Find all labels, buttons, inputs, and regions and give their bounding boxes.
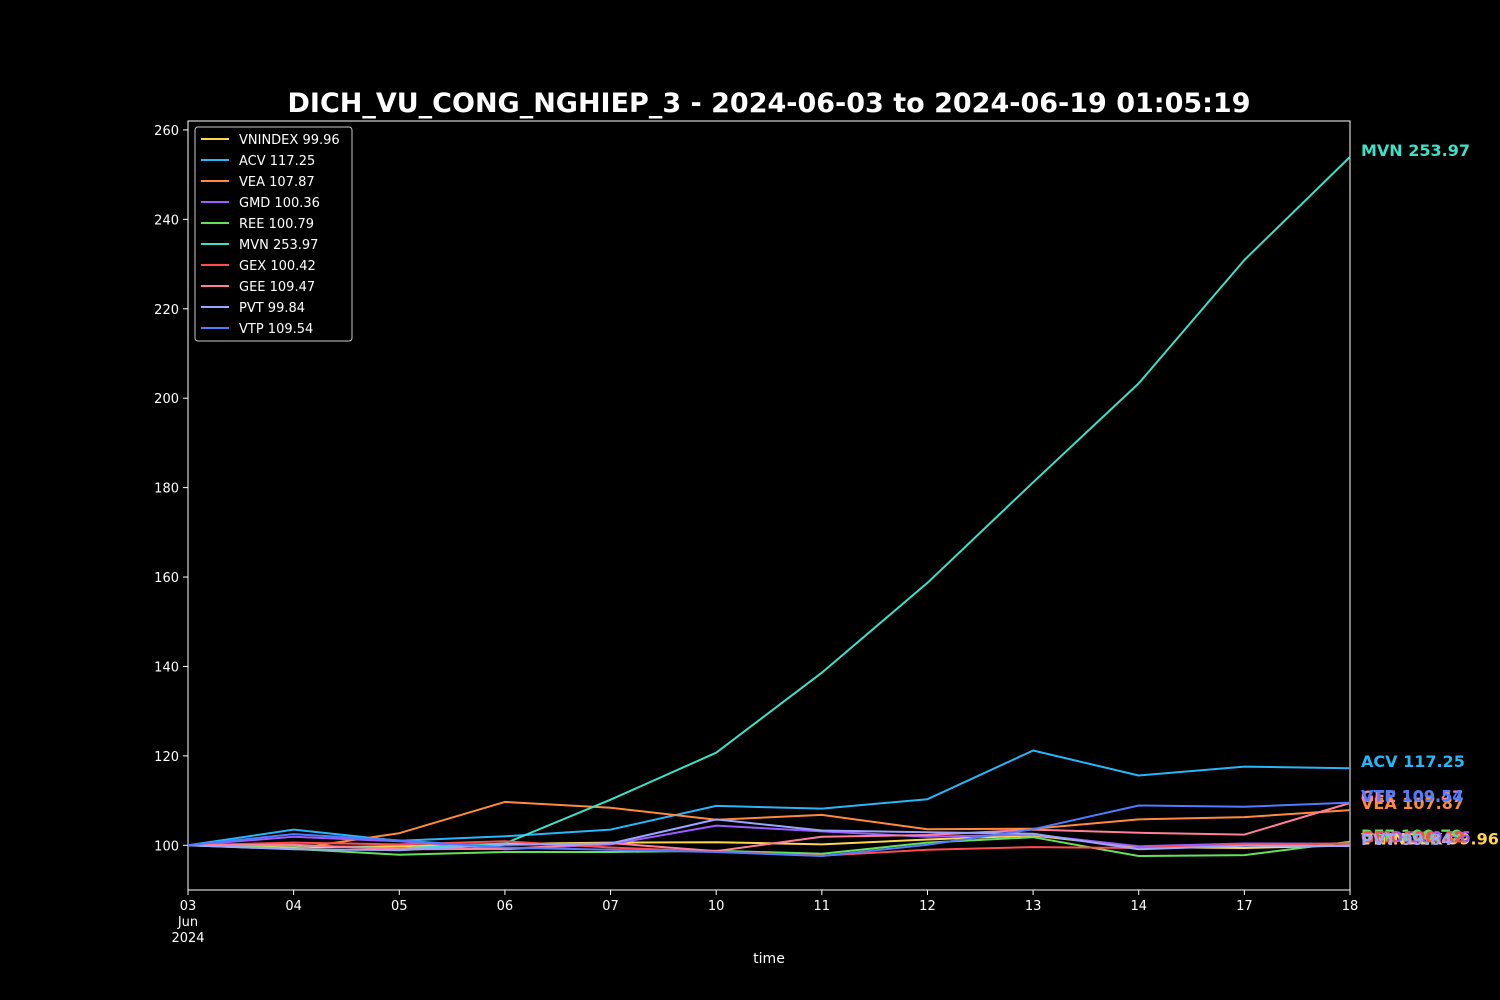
x-tick-label: 06 [497, 899, 514, 914]
end-label-mvn: MVN 253.97 [1361, 141, 1470, 160]
end-label-vnindex: VNINDEX 99.96 [1361, 829, 1499, 848]
series-line-pvt [187, 818, 1351, 852]
legend-label-vnindex: VNINDEX 99.96 [239, 133, 340, 148]
legend-label-gmd: GMD 100.36 [239, 196, 320, 211]
end-labels: VNINDEX 99.96 ACV 117.25 VEA 107.87 GMD 100… [1361, 141, 1499, 849]
x-tick-label: 2024 [171, 931, 204, 946]
y-tick-label: 240 [154, 213, 179, 228]
legend-label-pvt: PVT 99.84 [239, 301, 305, 316]
x-tick-label: 14 [1130, 899, 1147, 914]
x-axis-label: time [753, 951, 785, 967]
x-tick-label: 18 [1342, 899, 1359, 914]
end-label-gee: GEE 109.47 [1361, 787, 1463, 806]
legend-label-acv: ACV 117.25 [239, 154, 315, 169]
x-tick-label: 17 [1236, 899, 1253, 914]
y-tick-label: 120 [154, 750, 179, 765]
end-label-acv: ACV 117.25 [1361, 752, 1465, 771]
y-tick-label: 100 [154, 839, 179, 854]
x-tick-label: 10 [708, 899, 725, 914]
x-tick-label: 05 [391, 899, 408, 914]
series-line-vtp [187, 801, 1351, 857]
legend-label-ree: REE 100.79 [239, 217, 314, 232]
series-line-gmd [187, 824, 1351, 851]
y-tick-label: 140 [154, 660, 179, 675]
legend-label-mvn: MVN 253.97 [239, 238, 318, 253]
x-tick-label: 03 [180, 899, 197, 914]
y-tick-label: 200 [154, 392, 179, 407]
end-label-vtp: VTP 109.54 [1361, 787, 1463, 806]
x-tick-label: 12 [919, 899, 936, 914]
chart-title: DICH_VU_CONG_NGHIEP_3 - 2024-06-03 to 20… [287, 88, 1250, 119]
y-tick-label: 180 [154, 482, 179, 497]
end-label-gex: GEX 100.42 [1361, 827, 1465, 846]
x-tick-label: 07 [602, 899, 619, 914]
legend-label-vea: VEA 107.87 [239, 175, 315, 190]
plot-frame [187, 120, 1351, 891]
y-tick-label: 160 [154, 571, 179, 586]
end-label-ree: REE 100.79 [1361, 826, 1463, 845]
y-axis: 100 120 140 160 180 200 220 240 260 [154, 124, 188, 854]
legend-label-gee: GEE 109.47 [239, 280, 315, 295]
series-line-vea [187, 800, 1351, 850]
series-lines [187, 156, 1351, 857]
legend-label-gex: GEX 100.42 [239, 259, 316, 274]
x-tick-label: Jun [177, 915, 198, 930]
x-tick-label: 04 [285, 899, 302, 914]
x-tick-label: 13 [1025, 899, 1042, 914]
x-tick-label: 11 [814, 899, 831, 914]
end-label-pvt: PVT 99.84 [1361, 830, 1452, 849]
legend: VNINDEX 99.96 ACV 117.25 VEA 107.87 GMD 100… [194, 126, 353, 342]
end-label-gmd: GMD 100.36 [1361, 828, 1471, 847]
end-label-vea: VEA 107.87 [1361, 794, 1464, 813]
series-line-ree [187, 836, 1351, 857]
legend-box [194, 126, 353, 342]
legend-label-vtp: VTP 109.54 [239, 322, 313, 337]
series-line-gee [187, 802, 1351, 853]
y-tick-label: 220 [154, 303, 179, 318]
y-tick-label: 260 [154, 124, 179, 139]
